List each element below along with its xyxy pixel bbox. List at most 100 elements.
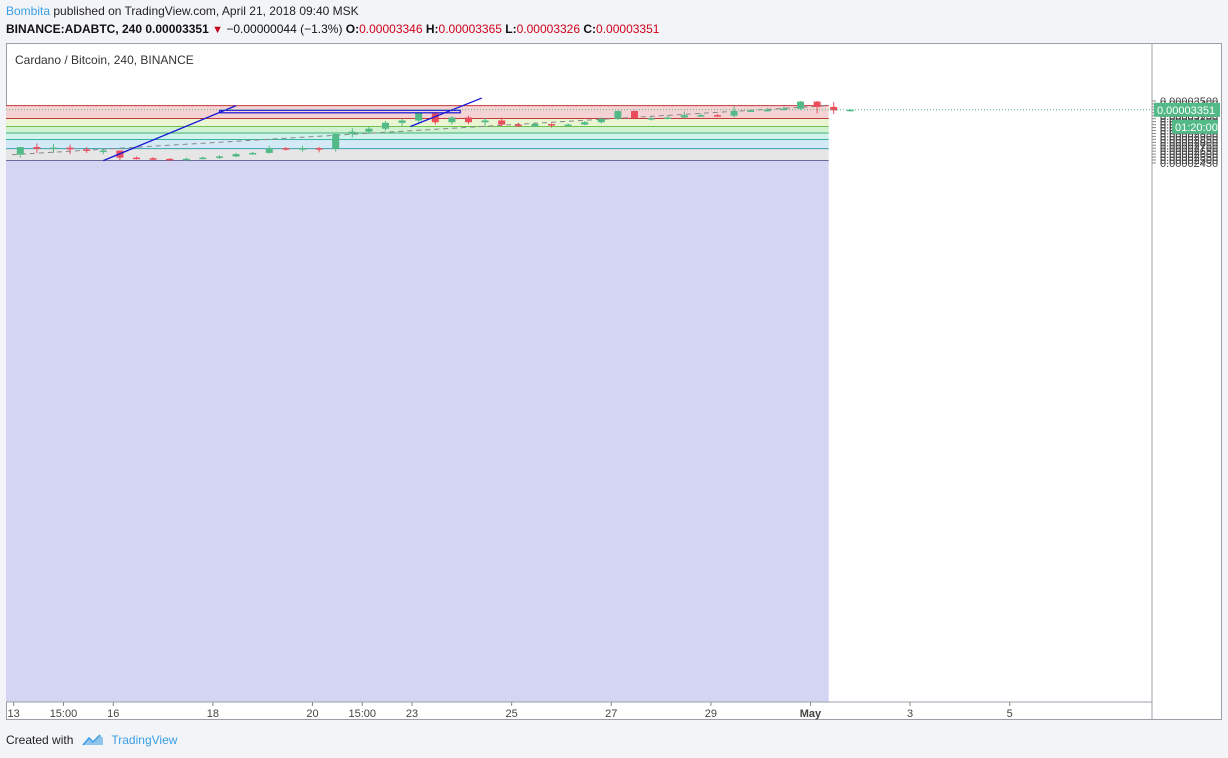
x-tick-label: 13 (8, 708, 20, 720)
candle-body (597, 118, 605, 123)
countdown-tag (1172, 119, 1218, 134)
rising-trend-line (103, 105, 237, 162)
candle-body (415, 112, 423, 121)
candle-body (730, 111, 738, 116)
candle-body (133, 157, 140, 160)
high-value: 0.00003365 (438, 22, 502, 36)
low-label: L: (505, 22, 517, 36)
candle-body (647, 118, 655, 120)
x-tick-label: 27 (605, 708, 617, 720)
fib-zone (6, 133, 829, 140)
candle-body (498, 120, 506, 125)
candle-body (348, 131, 356, 135)
candle-body (249, 152, 257, 155)
tradingview-logo-icon (82, 734, 104, 746)
x-tick-label: 15:00 (50, 708, 78, 720)
candle-body (182, 158, 190, 161)
candle-body (581, 122, 589, 125)
y-tick-label: 0.00002900 (1160, 131, 1218, 143)
candle-body (332, 134, 340, 149)
x-tick-label: 3 (907, 708, 913, 720)
fib-zone (6, 160, 829, 703)
close-label: C: (583, 22, 597, 36)
candle-body (564, 124, 572, 127)
fib-zone (6, 118, 829, 127)
symbol-name: BINANCE:ADABTC, 240 (6, 22, 143, 36)
candle-body (99, 150, 107, 153)
price-change: −0.00000044 (−1.3%) (226, 22, 343, 36)
dashed-trend-line (11, 105, 829, 156)
symbol-info: BINANCE:ADABTC, 240 0.00003351 ▼ −0.0000… (6, 22, 659, 36)
published-text: published on TradingView.com, April 21, … (53, 4, 359, 18)
down-triangle-icon: ▼ (212, 24, 223, 36)
resistance-rectangle (218, 109, 461, 114)
candle-body (697, 115, 705, 117)
candle-body (614, 111, 622, 119)
current-price: 0.00003351 (145, 22, 209, 36)
candle-body (83, 149, 91, 151)
candle-body (166, 158, 174, 161)
x-tick-label: 18 (207, 708, 219, 720)
y-tick-label: 0.00002850 (1160, 134, 1218, 146)
x-tick-label: May (800, 708, 822, 720)
candle-body (813, 101, 821, 107)
publish-info: Bombita published on TradingView.com, Ap… (6, 4, 359, 18)
y-tick-label: 0.00002750 (1160, 140, 1218, 152)
high-label: H: (425, 22, 439, 36)
x-tick-label: 23 (406, 708, 418, 720)
candle-body (265, 148, 273, 153)
open-value: 0.00003346 (359, 22, 423, 36)
chart-title: Cardano / Bitcoin, 240, BINANCE (15, 53, 194, 67)
author-link[interactable]: Bombita (6, 4, 51, 18)
tradingview-link[interactable]: TradingView (111, 733, 178, 747)
candle-body (66, 147, 74, 150)
candle-body (365, 128, 373, 132)
candle-body (232, 154, 240, 157)
x-tick-label: 20 (306, 708, 318, 720)
candle-body (797, 101, 804, 109)
candle-body (199, 157, 207, 160)
candle-body (448, 117, 456, 123)
y-tick-label: 0.00002800 (1160, 137, 1218, 149)
close-value: 0.00003351 (596, 22, 660, 36)
chart[interactable]: 0.000035000.000034500.000034000.00003350… (6, 43, 1222, 720)
candle-body (747, 110, 755, 112)
y-tick-label: 0.00002600 (1160, 149, 1218, 161)
candle-body (514, 124, 522, 127)
fib-zone (6, 126, 829, 134)
x-tick-label: 15:00 (348, 708, 376, 720)
candle-body (481, 120, 489, 123)
candle-body (282, 148, 290, 150)
last-price-tag-label: 0.00003351 (1157, 105, 1215, 117)
fib-zone (6, 139, 829, 149)
candle-body (631, 111, 638, 119)
candle-body (431, 113, 439, 123)
y-tick-label: 0.00002700 (1160, 143, 1218, 155)
open-label: O: (345, 22, 360, 36)
candle-body (33, 147, 41, 149)
candle-body (149, 158, 157, 160)
candle-body (846, 109, 854, 112)
candle-body (16, 147, 24, 155)
x-tick-label: 5 (1007, 708, 1013, 720)
candle-body (465, 117, 472, 123)
candle-body (299, 148, 306, 150)
x-tick-label: 25 (506, 708, 518, 720)
candle-body (714, 115, 721, 117)
y-tick-label: 0.00002550 (1160, 152, 1218, 164)
low-value: 0.00003326 (516, 22, 581, 36)
x-tick-label: 16 (107, 708, 119, 720)
candle-body (382, 122, 389, 129)
candle-body (398, 120, 406, 123)
candle-body (680, 115, 688, 118)
candle-body (763, 109, 771, 112)
y-tick-label: 0.00002650 (1160, 146, 1218, 158)
candle-body (548, 124, 555, 126)
y-tick-label: 0.00002500 (1160, 155, 1218, 167)
candle-body (315, 148, 323, 150)
y-tick-label: 0.00002450 (1160, 158, 1218, 170)
candle-body (830, 106, 838, 111)
fib-zone (6, 148, 829, 161)
candle-body (216, 156, 223, 158)
candle-body (531, 124, 539, 127)
